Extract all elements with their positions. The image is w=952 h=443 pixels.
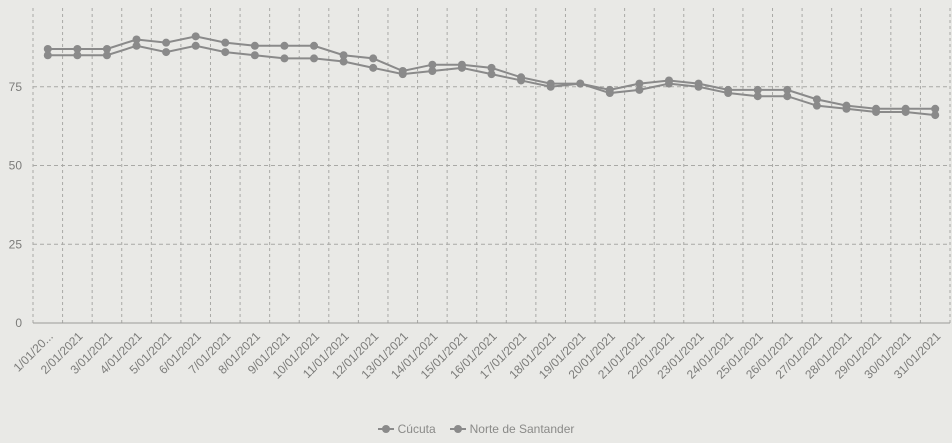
data-point — [842, 104, 851, 113]
data-point — [753, 92, 762, 101]
data-point — [369, 54, 378, 63]
data-point — [457, 63, 466, 72]
data-point — [191, 41, 200, 50]
y-tick-label: 50 — [9, 159, 23, 173]
legend-marker-icon — [449, 424, 466, 434]
data-point — [931, 111, 940, 120]
data-point — [43, 44, 52, 53]
data-point — [428, 60, 437, 69]
gridlines — [32, 8, 951, 324]
data-point — [132, 41, 141, 50]
data-point — [221, 38, 230, 47]
data-point — [102, 51, 111, 60]
y-tick-label: 25 — [9, 237, 23, 251]
data-point — [812, 95, 821, 104]
series-lines — [43, 32, 940, 120]
data-point — [250, 51, 259, 60]
data-point — [250, 41, 259, 50]
data-point — [724, 89, 733, 98]
data-point — [605, 89, 614, 98]
data-point — [162, 38, 171, 47]
data-point — [812, 101, 821, 110]
data-point — [487, 63, 496, 72]
data-point — [517, 76, 526, 85]
data-point — [339, 57, 348, 66]
data-point — [664, 79, 673, 88]
data-point — [221, 48, 230, 57]
y-tick-label: 0 — [15, 316, 22, 330]
data-point — [280, 41, 289, 50]
x-axis-ticks: 1/01/20...2/01/20213/01/20214/01/20215/0… — [11, 329, 944, 382]
data-point — [872, 107, 881, 116]
data-point — [753, 85, 762, 94]
legend-label-norte-de-santander: Norte de Santander — [469, 422, 575, 436]
data-point — [73, 51, 82, 60]
data-point — [191, 32, 200, 41]
chart-legend: Cúcuta Norte de Santander — [0, 422, 952, 436]
data-point — [635, 85, 644, 94]
data-point — [132, 35, 141, 44]
data-point — [43, 51, 52, 60]
data-point — [280, 54, 289, 63]
legend-marker-icon — [377, 424, 394, 434]
data-point — [428, 67, 437, 75]
data-point — [310, 54, 319, 63]
data-point — [162, 48, 171, 57]
legend-item-norte-de-santander[interactable]: Norte de Santander — [449, 422, 575, 436]
data-point — [310, 41, 319, 50]
data-point — [73, 44, 82, 53]
data-point — [398, 70, 407, 79]
y-axis-ticks: 0 25 50 75 — [9, 80, 23, 330]
data-point — [102, 44, 111, 53]
data-point — [901, 107, 910, 116]
data-point — [635, 79, 644, 88]
legend-label-cucuta: Cúcuta — [397, 422, 436, 436]
data-point — [931, 104, 940, 113]
data-point — [694, 82, 703, 91]
data-point — [546, 82, 555, 91]
data-point — [339, 51, 348, 60]
data-point — [576, 79, 585, 88]
y-tick-label: 75 — [9, 80, 23, 94]
data-point — [783, 92, 792, 101]
legend-item-cucuta[interactable]: Cúcuta — [377, 422, 436, 436]
data-point — [369, 63, 378, 72]
data-point — [783, 85, 792, 94]
data-point — [487, 70, 496, 79]
